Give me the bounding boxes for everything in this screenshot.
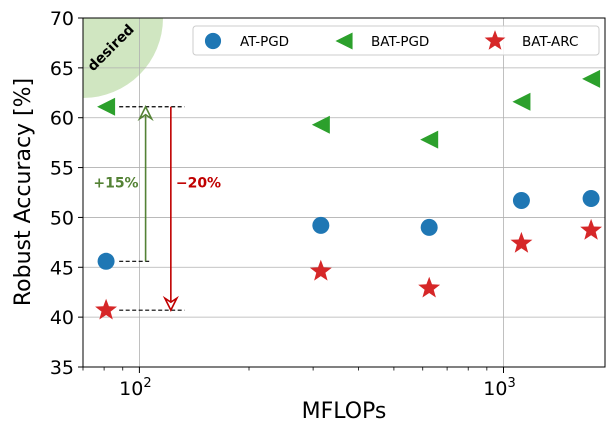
drop-arrow-head bbox=[162, 295, 179, 312]
y-tick-label: 35 bbox=[50, 357, 74, 379]
y-tick-label: 55 bbox=[50, 158, 74, 180]
point-bat-pgd bbox=[512, 92, 531, 111]
point-at-pgd bbox=[582, 189, 600, 207]
y-tick-label: 60 bbox=[50, 108, 74, 130]
point-at-pgd bbox=[312, 216, 330, 234]
desired-region bbox=[83, 18, 163, 98]
data-marks bbox=[95, 69, 602, 320]
legend-label-at-pgd: AT-PGD bbox=[240, 34, 289, 50]
gain-label: +15% bbox=[93, 176, 138, 192]
legend-marker-bat-arc bbox=[484, 30, 506, 50]
y-tick-label: 50 bbox=[50, 207, 74, 229]
desired-region-shape bbox=[83, 18, 163, 98]
point-bat-pgd bbox=[97, 97, 116, 116]
legend-label-bat-pgd: BAT-PGD bbox=[371, 34, 429, 50]
x-axis-label: MFLOPs bbox=[302, 399, 387, 424]
x-tick-label: 103 bbox=[483, 376, 515, 400]
point-bat-arc bbox=[95, 298, 117, 320]
plot-background bbox=[83, 18, 605, 367]
point-bat-arc bbox=[309, 259, 332, 281]
point-bat-pgd bbox=[420, 130, 439, 149]
point-bat-arc bbox=[580, 218, 602, 240]
legend-marker-at-pgd bbox=[204, 32, 222, 50]
legend-box bbox=[192, 25, 600, 56]
point-bat-arc bbox=[418, 276, 441, 298]
y-tick-label: 65 bbox=[50, 58, 74, 80]
x-tick-label: 102 bbox=[119, 376, 151, 400]
legend-label-bat-arc: BAT-ARC bbox=[522, 34, 578, 50]
point-at-pgd bbox=[420, 218, 438, 236]
point-at-pgd bbox=[97, 252, 115, 270]
legend: AT-PGD BAT-PGD BAT-ARC bbox=[192, 25, 600, 56]
point-bat-pgd bbox=[311, 115, 330, 134]
y-axis-label: Robust Accuracy [%] bbox=[11, 78, 36, 306]
legend-marker-bat-pgd bbox=[335, 32, 353, 50]
gain-arrow-head bbox=[137, 104, 154, 122]
y-tick-label: 70 bbox=[50, 8, 74, 30]
point-bat-pgd bbox=[582, 69, 601, 88]
drop-label: −20% bbox=[176, 176, 221, 192]
y-tick-label: 45 bbox=[50, 257, 74, 279]
ticks: 35 40 45 50 55 60 65 70 102 103 bbox=[50, 8, 516, 400]
y-tick-label: 40 bbox=[50, 307, 74, 329]
point-bat-arc bbox=[510, 231, 533, 253]
plot-frame bbox=[82, 17, 606, 368]
point-at-pgd bbox=[512, 191, 530, 209]
